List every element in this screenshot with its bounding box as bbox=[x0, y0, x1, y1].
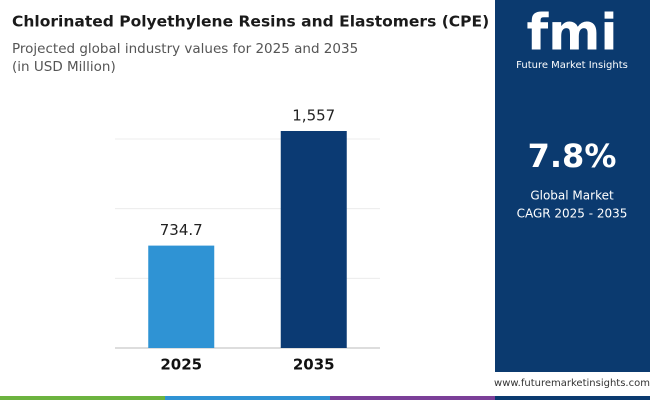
website: www.futuremarketinsights.com bbox=[494, 378, 650, 389]
cagr-value: 7.8% bbox=[528, 137, 617, 175]
x-tick-label: 2035 bbox=[293, 356, 335, 374]
value-label: 734.7 bbox=[160, 221, 203, 239]
brand-name: Future Market Insights bbox=[516, 60, 628, 71]
value-label: 1,557 bbox=[292, 106, 335, 124]
footer-strip bbox=[0, 396, 165, 400]
cagr-label: Global Market bbox=[530, 189, 614, 203]
cagr-label: CAGR 2025 - 2035 bbox=[517, 207, 628, 221]
logo: fmi bbox=[527, 4, 618, 62]
bar bbox=[280, 130, 347, 348]
footer-strip bbox=[330, 396, 495, 400]
footer-strip bbox=[495, 396, 650, 400]
x-tick-label: 2025 bbox=[160, 356, 202, 374]
chart-subtitle: (in USD Million) bbox=[12, 59, 116, 75]
chart-subtitle: Projected global industry values for 202… bbox=[12, 41, 358, 57]
plot: 2025 734.7 2035 1,557 bbox=[115, 106, 380, 374]
sidebar bbox=[495, 0, 650, 372]
chart-title: Chlorinated Polyethylene Resins and Elas… bbox=[12, 13, 557, 31]
footer-strip bbox=[165, 396, 330, 400]
bar bbox=[148, 245, 215, 348]
